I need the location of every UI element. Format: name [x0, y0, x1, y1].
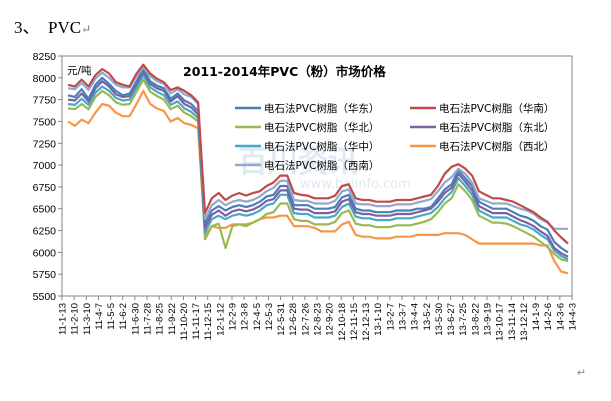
- legend-label-3: 电石法PVC树脂（东北）: [439, 121, 554, 134]
- chart-title: 2011-2014年PVC（粉）市场价格: [183, 64, 386, 79]
- x-tick-label: 14-2-6: [543, 303, 554, 330]
- x-tick-label: 14-4-3: [568, 303, 579, 330]
- x-tick-label: 12-4-5: [252, 303, 263, 330]
- x-tick-label: 12-11-15: [349, 303, 360, 340]
- y-tick-label: 6500: [33, 204, 57, 216]
- x-tick-label: 12-5-31: [276, 303, 287, 336]
- x-tick-label: 12-5-3: [264, 303, 275, 330]
- series-line-5: [67, 89, 569, 275]
- series-lines: [67, 63, 569, 275]
- y-tick-label: 8250: [33, 51, 57, 63]
- x-tick-label: 11-3-10: [82, 303, 93, 335]
- legend-label-1: 电石法PVC树脂（华南）: [439, 102, 554, 115]
- x-tick-label: 13-1-10: [373, 303, 384, 336]
- series-line-0: [67, 68, 569, 254]
- y-axis-unit: 元/吨: [67, 64, 92, 77]
- x-tick-label: 11-6-30: [130, 303, 141, 335]
- y-tick-label: 5750: [33, 269, 57, 281]
- x-tick-label: 13-11-14: [507, 303, 518, 340]
- x-tick-label: 13-4-4: [410, 303, 421, 330]
- series-line-3: [67, 70, 569, 258]
- y-tick-label: 8000: [33, 73, 57, 85]
- x-tick-label: 11-5-5: [106, 303, 117, 330]
- x-tick-label: 11-7-28: [143, 303, 154, 335]
- legend-label-2: 电石法PVC树脂（华北）: [264, 121, 379, 134]
- y-tick-label: 5500: [33, 291, 57, 303]
- x-tick-label: 11-8-25: [155, 303, 166, 335]
- y-tick-label: 6000: [33, 247, 57, 259]
- legend-label-4: 电石法PVC树脂（华中）: [264, 140, 379, 153]
- x-tick-label: 11-12-15: [203, 303, 214, 340]
- series-line-6: [67, 66, 568, 230]
- x-tick-label: 13-9-19: [483, 303, 494, 336]
- x-tick-label: 11-11-17: [191, 303, 202, 340]
- x-tick-label: 12-9-20: [325, 303, 336, 336]
- legend-label-5: 电石法PVC树脂（西北）: [439, 140, 554, 153]
- x-tick-label: 12-7-26: [300, 303, 311, 336]
- x-tick-label: 13-12-12: [519, 303, 530, 341]
- y-tick-label: 7000: [33, 160, 57, 172]
- x-tick-label: 13-8-22: [470, 303, 481, 336]
- series-line-2: [67, 78, 569, 263]
- y-tick-label: 6250: [33, 226, 57, 238]
- x-tick-label: 13-7-25: [458, 303, 469, 336]
- x-tick-label: 14-3-6: [555, 303, 566, 330]
- legend-label-0: 电石法PVC树脂（华东）: [264, 102, 379, 115]
- x-tick-label: 13-6-27: [446, 303, 457, 336]
- x-tick-label: 11-4-7: [94, 303, 105, 330]
- y-tick-label: 6750: [33, 182, 57, 194]
- y-axis: 5500 5750 6000 6250 6500 6750 7000 7250 7500 7750…: [33, 51, 62, 303]
- y-tick-label: 7500: [33, 116, 57, 128]
- x-tick-label: 12-10-18: [337, 303, 348, 341]
- x-tick-label: 14-1-9: [531, 303, 542, 330]
- series-line-1: [67, 63, 569, 245]
- x-tick-label: 12-6-28: [288, 303, 299, 336]
- x-tick-label: 11-9-22: [167, 303, 178, 335]
- x-tick-label: 11-1-13: [58, 303, 69, 335]
- section-number: 3、: [14, 18, 40, 37]
- section-title: PVC: [48, 18, 82, 37]
- x-tick-label: 11-2-10: [70, 303, 81, 335]
- x-tick-label: 13-5-2: [422, 303, 433, 330]
- legend: 电石法PVC树脂（华东） 电石法PVC树脂（华南） 电石法PVC树脂（华北） 电石法P…: [235, 102, 554, 172]
- x-tick-label: 13-10-17: [495, 303, 506, 341]
- paragraph-mark-end: ↵: [577, 367, 587, 379]
- paragraph-mark: ↵: [81, 22, 92, 36]
- series-line-4: [67, 74, 569, 261]
- x-tick-label: 12-3-8: [240, 303, 251, 330]
- x-tick-label: 11-6-2: [118, 303, 129, 330]
- x-axis: 11-1-13 11-2-10 11-3-10 11-4-7 11-5-5 11-6-2 1…: [58, 296, 579, 341]
- x-tick-label: 12-2-9: [228, 303, 239, 330]
- x-tick-label: 13-2-7: [385, 303, 396, 330]
- section-heading: 3、 PVC↵: [14, 13, 91, 38]
- x-tick-label: 13-3-7: [398, 303, 409, 330]
- x-tick-label: 11-10-20: [179, 303, 190, 340]
- watermark-text: 百川资讯: [238, 145, 358, 180]
- x-tick-label: 12-12-13: [361, 303, 372, 341]
- watermark-url: www.baiinfo.com: [300, 177, 411, 192]
- x-tick-label: 12-8-23: [313, 303, 324, 336]
- x-tick-label: 13-5-30: [434, 303, 445, 336]
- legend-label-6: 电石法PVC树脂（西南）: [264, 159, 379, 172]
- y-tick-label: 7750: [33, 95, 57, 107]
- y-tick-label: 7250: [33, 138, 57, 150]
- x-tick-label: 12-1-12: [215, 303, 226, 336]
